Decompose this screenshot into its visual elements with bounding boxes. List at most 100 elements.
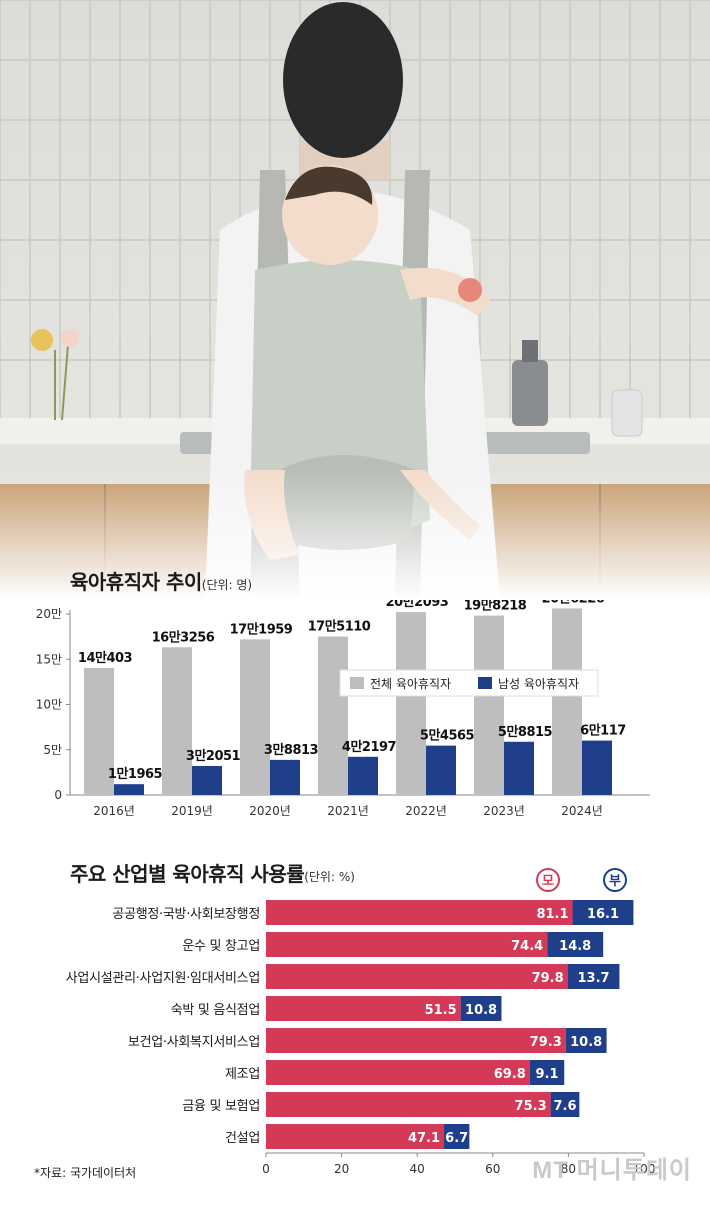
data-label-male: 5만8815 <box>498 724 553 740</box>
bar-mother <box>266 1028 566 1053</box>
data-label-father: 6.7 <box>445 1131 468 1146</box>
x-tick-label: 40 <box>410 1162 425 1176</box>
data-label-father: 14.8 <box>559 939 591 954</box>
chart2-title: 주요 산업별 육아휴직 사용률 <box>70 862 305 886</box>
source-note: *자료: 국가데이터처 <box>34 1166 137 1180</box>
bar-total <box>552 608 582 795</box>
data-label-mother: 75.3 <box>515 1099 547 1114</box>
x-tick-label: 2024년 <box>561 804 603 818</box>
data-label-total: 16만3256 <box>152 629 215 645</box>
header-photo <box>0 0 710 600</box>
chart2-title-block: 주요 산업별 육아휴직 사용률(단위: %) <box>70 858 355 887</box>
data-label-father: 9.1 <box>536 1067 559 1082</box>
bar-male <box>270 759 300 795</box>
bar-mother <box>266 996 461 1021</box>
data-label-mother: 74.4 <box>511 939 543 954</box>
data-label-total: 20만2093 <box>386 600 449 610</box>
bar-male <box>426 745 456 795</box>
watermark-logo: MT 머니투데이 <box>532 1157 692 1184</box>
data-label-mother: 79.8 <box>532 971 564 986</box>
bar-father <box>547 932 604 957</box>
legend-mother-label: 모 <box>542 874 554 889</box>
x-tick-label: 20 <box>334 1162 349 1176</box>
father-carrying-baby-photo <box>0 0 710 600</box>
bar-total <box>162 647 192 795</box>
x-tick-label: 2022년 <box>405 804 447 818</box>
data-label-total: 19만8218 <box>464 600 527 614</box>
category-label: 숙박 및 음식점업 <box>171 1003 260 1018</box>
data-label-total: 14만403 <box>78 650 133 666</box>
x-tick-label: 2016년 <box>93 804 135 818</box>
x-tick-label: 2023년 <box>483 804 525 818</box>
data-label-mother: 79.3 <box>530 1035 562 1050</box>
bar-father <box>572 900 634 925</box>
chart1-legend: 전체 육아휴직자 남성 육아휴직자 <box>339 669 599 697</box>
legend-mother-circle <box>536 868 560 892</box>
legend-father-circle <box>603 868 627 892</box>
bar-father <box>460 996 502 1021</box>
chart1-unit-note: (단위: 명) <box>201 578 253 592</box>
chart1-title: 육아휴직자 추이 <box>70 570 202 594</box>
data-label-mother: 81.1 <box>536 907 568 922</box>
data-label-mother: 51.5 <box>425 1003 457 1018</box>
data-label-father: 16.1 <box>587 907 619 922</box>
x-tick-label: 60 <box>485 1162 500 1176</box>
chart1-bar-chart: 0 5만 10만 15만 20만 14만403 1만1965 2016년 16만3256 3만20… <box>36 600 650 818</box>
bar-father <box>529 1060 565 1085</box>
x-tick-label: 2020년 <box>249 804 291 818</box>
category-label: 건설업 <box>225 1131 260 1146</box>
legend-swatch-male <box>478 677 492 689</box>
data-label-male: 6만117 <box>580 723 626 739</box>
data-label-male: 1만1965 <box>108 766 163 782</box>
legend-label-total: 전체 육아휴직자 <box>370 677 451 691</box>
chart2-unit-note: (단위: %) <box>304 870 355 884</box>
x-tick-label: 0 <box>262 1162 270 1176</box>
data-label-father: 13.7 <box>577 971 609 986</box>
legend-father-label: 부 <box>609 874 621 889</box>
data-label-father: 10.8 <box>465 1003 497 1018</box>
category-label: 공공행정·국방·사회보장행정 <box>112 906 260 922</box>
bar-total <box>474 615 504 795</box>
bar-mother <box>266 1060 530 1085</box>
bar-father <box>550 1092 580 1117</box>
bar-male <box>114 784 144 795</box>
category-label: 보건업·사회복지서비스업 <box>128 1035 260 1050</box>
chart1-title-block: 육아휴직자 추이(단위: 명) <box>70 566 252 595</box>
bar-total <box>84 667 114 795</box>
category-label: 사업시설관리·사업지원·임대서비스업 <box>66 971 260 986</box>
category-label: 제조업 <box>225 1067 260 1082</box>
legend-box <box>339 669 599 697</box>
bar-male <box>348 756 378 795</box>
data-label-mother: 69.8 <box>494 1067 526 1082</box>
x-tick-label: 2019년 <box>171 804 213 818</box>
bar-mother <box>266 1124 445 1149</box>
data-label-total: 20만6226 <box>542 600 605 606</box>
bar-father <box>444 1124 470 1149</box>
y-tick-label: 20만 <box>36 607 62 621</box>
y-tick-label: 0 <box>54 788 62 802</box>
bar-male <box>192 765 222 795</box>
bar-male <box>504 741 534 795</box>
x-tick-label: 2021년 <box>327 804 369 818</box>
legend-label-male: 남성 육아휴직자 <box>498 677 579 691</box>
data-label-father: 10.8 <box>570 1035 602 1050</box>
y-tick-label: 10만 <box>36 698 62 712</box>
category-label: 금융 및 보험업 <box>182 1099 260 1114</box>
data-label-male: 5만4565 <box>420 728 475 744</box>
bar-total <box>318 636 348 795</box>
bar-father <box>567 964 620 989</box>
bar-mother <box>266 1092 551 1117</box>
bar-male <box>582 740 612 795</box>
bar-total <box>240 639 270 795</box>
bar-mother <box>266 932 548 957</box>
bar-total <box>396 612 426 795</box>
data-label-male: 3만8813 <box>264 742 319 758</box>
category-label: 운수 및 창고업 <box>182 939 260 954</box>
y-tick-label: 15만 <box>36 652 62 666</box>
data-label-total: 17만5110 <box>308 619 371 635</box>
data-label-father: 7.6 <box>553 1099 576 1114</box>
bar-father <box>565 1028 607 1053</box>
y-tick-label: 5만 <box>43 743 62 757</box>
data-label-male: 4만2197 <box>342 739 397 755</box>
